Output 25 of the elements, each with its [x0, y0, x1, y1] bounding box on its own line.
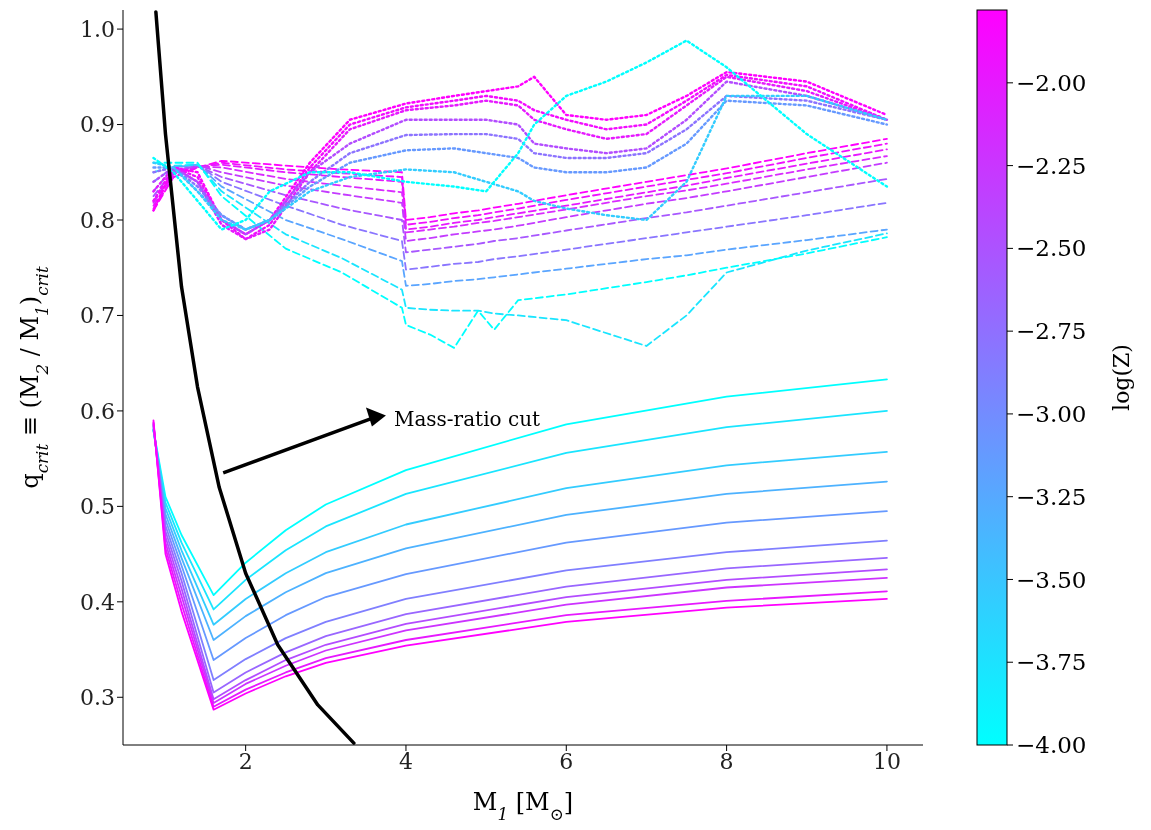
color-bar-label: −2.25: [1016, 152, 1087, 179]
color-bar-label: −3.50: [1016, 566, 1087, 593]
color-bar-label: −2.75: [1016, 318, 1087, 345]
y-tick-label: 1.0: [80, 16, 115, 42]
x-axis-title: M$_{1}$ [M$_{⊙}$]: [472, 788, 574, 824]
y-tick-label: 0.3: [80, 685, 115, 711]
y-tick-label: 0.7: [80, 303, 115, 329]
color-bar-title: log(Z): [1109, 344, 1134, 411]
x-tick-label: 8: [719, 748, 734, 774]
color-bar-label: −3.00: [1016, 400, 1087, 427]
color-bar-label: −4.00: [1016, 732, 1087, 759]
x-tick-label: 4: [398, 748, 413, 774]
color-bar-label: −3.25: [1016, 483, 1087, 510]
color-bar-label: −3.75: [1016, 649, 1087, 676]
y-tick-label: 0.6: [80, 398, 115, 424]
annotation: Mass-ratio cut: [393, 407, 541, 432]
color-bar-label: −2.00: [1016, 69, 1087, 96]
x-tick-label: 10: [872, 748, 901, 774]
y-tick-label: 0.8: [80, 207, 115, 233]
y-tick-label: 0.5: [80, 494, 115, 520]
color-bar-label: −2.50: [1016, 235, 1087, 262]
y-tick-label: 0.9: [80, 112, 115, 138]
y-tick-label: 0.4: [80, 589, 115, 615]
x-tick-label: 6: [559, 748, 574, 774]
x-tick-label: 2: [238, 748, 253, 774]
